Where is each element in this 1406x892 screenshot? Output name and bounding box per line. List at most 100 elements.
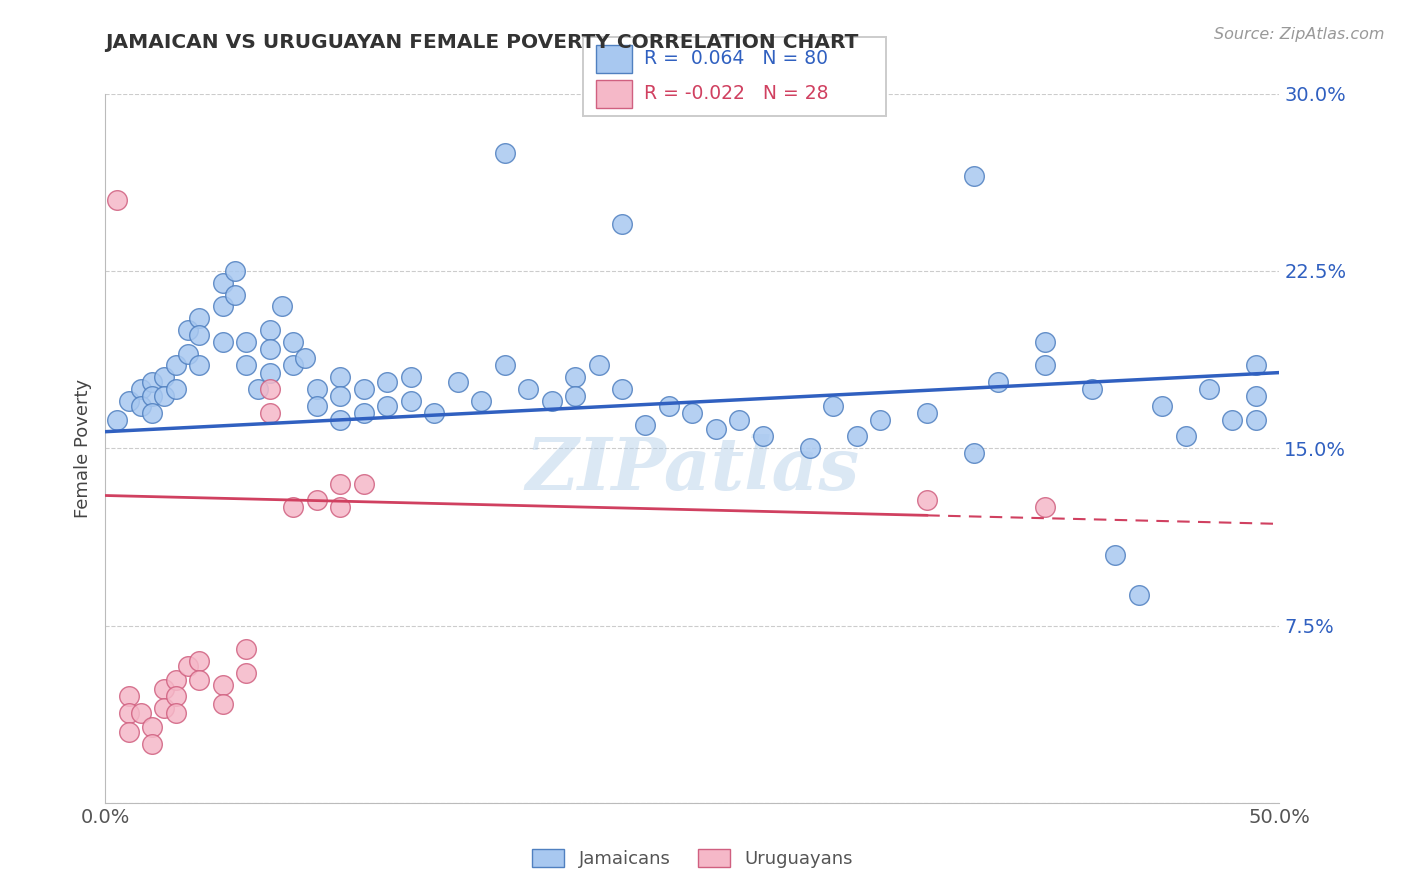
Point xyxy=(235,665,257,680)
Text: Source: ZipAtlas.com: Source: ZipAtlas.com xyxy=(1215,27,1385,42)
Point xyxy=(129,382,152,396)
Point xyxy=(188,359,211,373)
Point xyxy=(1033,500,1056,515)
Point xyxy=(1244,413,1267,427)
Point xyxy=(235,334,257,349)
Point xyxy=(188,673,211,687)
Y-axis label: Female Poverty: Female Poverty xyxy=(73,379,91,517)
Point xyxy=(153,370,176,384)
Point xyxy=(610,217,633,231)
Point xyxy=(915,493,938,508)
Point xyxy=(1128,588,1150,602)
Point xyxy=(129,706,152,720)
Point xyxy=(517,382,540,396)
Point xyxy=(799,442,821,455)
Point xyxy=(118,393,141,408)
Point xyxy=(259,342,281,356)
Point xyxy=(305,399,328,413)
Point xyxy=(963,169,986,184)
Point xyxy=(129,399,152,413)
Text: JAMAICAN VS URUGUAYAN FEMALE POVERTY CORRELATION CHART: JAMAICAN VS URUGUAYAN FEMALE POVERTY COR… xyxy=(105,33,859,52)
Text: R = -0.022   N = 28: R = -0.022 N = 28 xyxy=(644,84,828,103)
Point xyxy=(329,389,352,403)
Point xyxy=(211,334,233,349)
Point xyxy=(105,193,128,207)
Point xyxy=(305,493,328,508)
Point xyxy=(188,327,211,342)
Point xyxy=(1150,399,1173,413)
Point xyxy=(1104,548,1126,562)
Point xyxy=(987,375,1010,389)
Point xyxy=(634,417,657,432)
Point xyxy=(446,375,468,389)
Point xyxy=(153,389,176,403)
Point xyxy=(188,311,211,326)
Text: ZIPatlas: ZIPatlas xyxy=(526,434,859,505)
Point xyxy=(211,299,233,313)
Point xyxy=(564,370,586,384)
Point xyxy=(823,399,845,413)
Point xyxy=(153,682,176,697)
Text: R =  0.064   N = 80: R = 0.064 N = 80 xyxy=(644,49,828,68)
Point xyxy=(141,720,163,734)
Point xyxy=(1033,334,1056,349)
Point xyxy=(176,658,198,673)
Point xyxy=(283,334,305,349)
Point xyxy=(118,724,141,739)
Point xyxy=(141,737,163,751)
Point xyxy=(1080,382,1102,396)
Point xyxy=(270,299,292,313)
Point xyxy=(375,399,398,413)
Point xyxy=(915,406,938,420)
Point xyxy=(494,145,516,160)
Point xyxy=(704,422,727,436)
Point xyxy=(247,382,270,396)
Point xyxy=(540,393,562,408)
Bar xyxy=(596,80,631,108)
Point xyxy=(211,697,233,711)
Point xyxy=(259,366,281,380)
Point xyxy=(1244,389,1267,403)
Point xyxy=(283,500,305,515)
Point xyxy=(211,276,233,290)
Point xyxy=(353,382,375,396)
Point xyxy=(105,413,128,427)
Point xyxy=(752,429,775,443)
Point xyxy=(224,287,246,301)
Point xyxy=(283,359,305,373)
Point xyxy=(1198,382,1220,396)
Point xyxy=(165,359,187,373)
Point xyxy=(259,323,281,337)
Point xyxy=(118,706,141,720)
Point xyxy=(681,406,703,420)
Point xyxy=(176,323,198,337)
Point xyxy=(259,406,281,420)
Point xyxy=(588,359,610,373)
Point xyxy=(188,654,211,668)
Point xyxy=(353,476,375,491)
Point xyxy=(305,382,328,396)
Point xyxy=(353,406,375,420)
Point xyxy=(141,406,163,420)
Point xyxy=(399,393,422,408)
Point xyxy=(165,382,187,396)
Point xyxy=(399,370,422,384)
Point xyxy=(423,406,446,420)
Point xyxy=(224,264,246,278)
Point xyxy=(845,429,868,443)
Legend: Jamaicans, Uruguayans: Jamaicans, Uruguayans xyxy=(524,841,860,875)
Point xyxy=(259,382,281,396)
Point xyxy=(235,642,257,657)
Point xyxy=(728,413,751,427)
Bar xyxy=(596,45,631,73)
Point xyxy=(141,375,163,389)
Point xyxy=(165,673,187,687)
Point xyxy=(329,370,352,384)
Point xyxy=(165,706,187,720)
Point xyxy=(329,476,352,491)
Point xyxy=(658,399,681,413)
Point xyxy=(1222,413,1244,427)
Point xyxy=(1244,359,1267,373)
Point xyxy=(564,389,586,403)
Point xyxy=(610,382,633,396)
